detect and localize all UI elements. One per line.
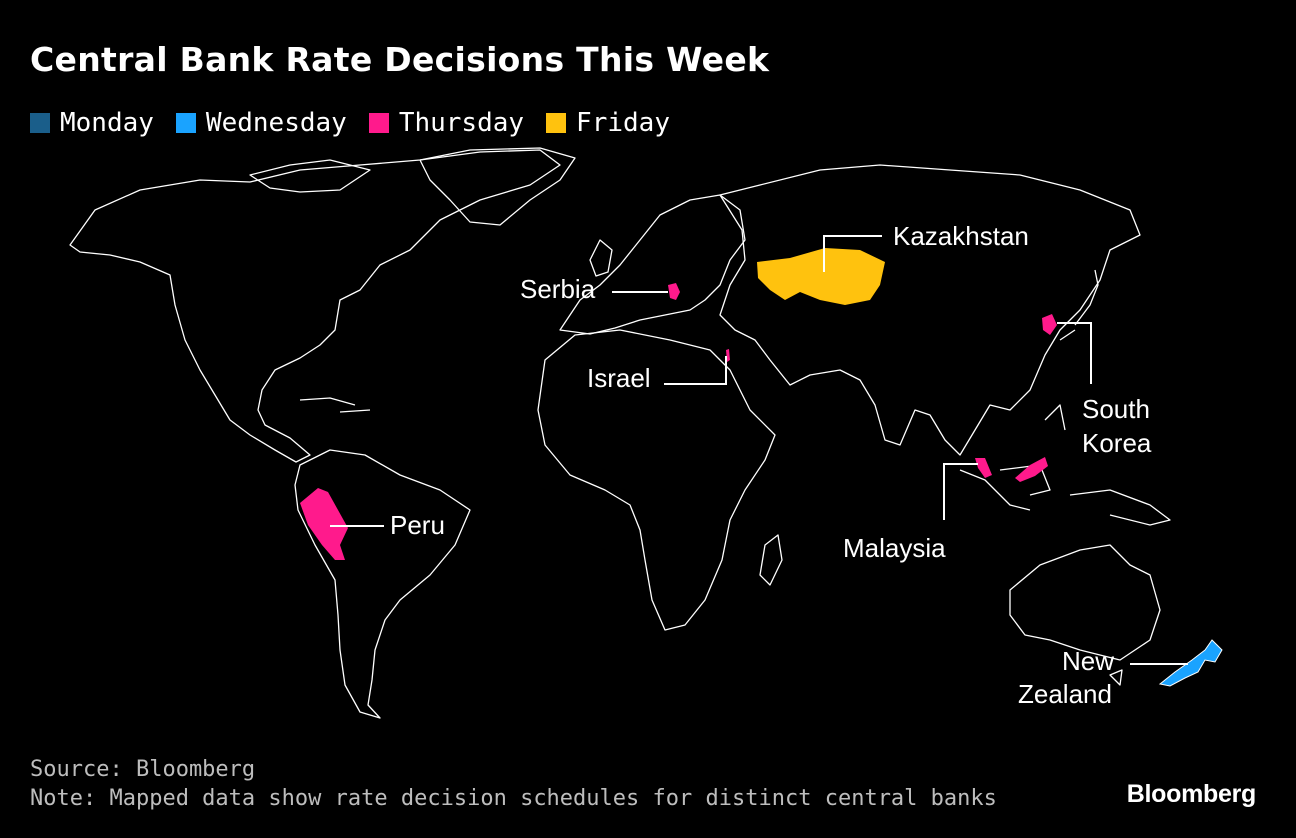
tasmania-outline <box>1109 669 1123 686</box>
label-kazakhstan: Kazakhstan <box>893 221 1029 251</box>
world-landmasses <box>69 147 1171 719</box>
legend-label-thursday: Thursday <box>398 108 525 138</box>
japan-outline <box>1059 269 1099 341</box>
israel-leader-line <box>664 356 727 385</box>
se-asia-islands-outline <box>959 404 1171 526</box>
australia-outline <box>1009 544 1161 661</box>
label-new-zealand-line2: Zealand <box>1018 679 1112 709</box>
label-israel: Israel <box>587 363 651 393</box>
label-serbia: Serbia <box>520 274 596 304</box>
world-map: Kazakhstan Serbia Israel South Korea Per… <box>69 147 1223 719</box>
footer: Source: Bloomberg Note: Mapped data show… <box>30 755 997 813</box>
source-note: Source: Bloomberg <box>30 757 256 782</box>
africa-outline <box>537 329 776 631</box>
peru-shape <box>300 488 348 560</box>
label-peru: Peru <box>390 510 445 540</box>
arctic-islands-outline <box>249 159 371 193</box>
legend-item-monday: Monday <box>30 108 154 138</box>
malaysia-borneo-shape <box>1015 457 1048 482</box>
south-korea-leader-line <box>1057 322 1092 384</box>
leader-lines <box>330 235 1188 665</box>
south-korea-shape <box>1042 314 1057 335</box>
label-new-zealand-line1: New <box>1062 646 1114 676</box>
british-isles-outline <box>589 239 613 277</box>
kazakhstan-leader-line <box>823 235 882 272</box>
bloomberg-logo: Bloomberg <box>1126 780 1257 808</box>
label-south-korea-line2: Korea <box>1082 428 1152 458</box>
chart-title: Central Bank Rate Decisions This Week <box>30 40 770 79</box>
new-zealand-shape <box>1158 639 1223 687</box>
legend-swatch-thursday <box>368 113 389 133</box>
europe-outline <box>559 194 746 335</box>
north-america-outline <box>69 149 561 463</box>
label-malaysia: Malaysia <box>843 533 946 563</box>
madagascar-outline <box>759 534 783 586</box>
caribbean-outline <box>299 397 371 413</box>
serbia-shape <box>668 283 680 300</box>
legend-label-wednesday: Wednesday <box>205 108 347 138</box>
greenland-outline <box>419 147 576 226</box>
legend-item-thursday: Thursday <box>368 108 525 138</box>
legend-label-monday: Monday <box>60 108 154 138</box>
label-south-korea-line1: South <box>1082 394 1150 424</box>
malaysia-peninsula-shape <box>975 458 992 478</box>
malaysia-leader-line <box>943 463 978 520</box>
south-america-outline <box>294 449 471 719</box>
legend: Monday Wednesday Thursday Friday <box>30 108 670 138</box>
country-labels: Kazakhstan Serbia Israel South Korea Per… <box>390 221 1152 709</box>
legend-label-friday: Friday <box>576 108 670 138</box>
asia-outline <box>719 164 1141 456</box>
legend-item-wednesday: Wednesday <box>175 108 347 138</box>
legend-swatch-wednesday <box>175 113 196 133</box>
legend-swatch-friday <box>546 113 567 133</box>
legend-item-friday: Friday <box>546 108 670 138</box>
highlighted-countries <box>300 248 1223 687</box>
legend-swatch-monday <box>30 113 50 133</box>
mapping-note: Note: Mapped data show rate decision sch… <box>30 786 997 811</box>
kazakhstan-shape <box>757 248 885 305</box>
